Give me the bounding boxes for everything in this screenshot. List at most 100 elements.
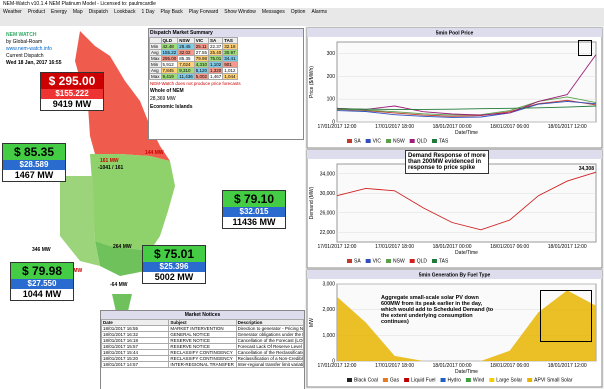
cell: 25.11 (193, 43, 209, 50)
line (336, 100, 597, 118)
cell: 22.37 (207, 43, 224, 50)
x-axis-label: Date/Time (455, 369, 478, 375)
toolbar-item: Play Forward (188, 9, 219, 15)
title-bar: NEM-Watch v10.1.4 NEM Platinum Model - L… (0, 0, 604, 8)
row: 18/01/2017 16:55 MARKET INTERVENTION Direc… (100, 325, 305, 332)
toolbar-item: Weather (3, 9, 22, 15)
legend-label: QLD (417, 139, 428, 145)
area (337, 290, 596, 361)
legend-label: Black Coal (354, 378, 378, 384)
x-tick-label: 18/01/2017 00:00 (433, 244, 472, 250)
cell: INTER-REGIONAL TRANSFER (168, 361, 237, 368)
x-tick-label: 17/01/2017 12:00 (318, 363, 357, 369)
y-tick-label: 30,000 (320, 191, 336, 197)
vic (95, 241, 150, 276)
row: 18/01/2017 16:32 GENERAL NOTICE Generator … (100, 331, 305, 338)
demand: 5002 MW (143, 272, 205, 283)
highlight (578, 40, 592, 56)
tas (112, 294, 132, 312)
cell: 5,120 (193, 67, 209, 74)
cell: Max (149, 73, 162, 80)
price: $ 85.35 (3, 144, 65, 160)
label: Economic Islands (150, 104, 193, 110)
note: NEM-Watch does not produce price forecas… (150, 81, 241, 86)
legend-label: VIC (373, 139, 382, 145)
cell: Generator obligations under the National… (235, 331, 305, 338)
toolbar-item: Map (72, 9, 83, 15)
y-tick-label: 1,000 (322, 333, 335, 339)
legend-label: NSW (393, 139, 405, 145)
legend-label: TAS (439, 139, 449, 145)
row: Avg 155.22 32.02 27.55 25.40 30.97 (149, 49, 238, 56)
legend-label: SA (354, 139, 361, 145)
y-tick-label: 26,000 (320, 210, 336, 216)
cell: 30.97 (222, 49, 238, 56)
toolbar-item: Product (27, 9, 46, 15)
avg-price: $32.015 (223, 207, 285, 217)
toolbar-item: Dispatch (88, 9, 109, 15)
y-tick-label: 34,000 (320, 171, 336, 177)
x-tick-label: 17/01/2017 18:00 (375, 244, 414, 250)
cell: 11,436 (177, 73, 195, 80)
legend-swatch (489, 378, 495, 382)
price-box: $ 79.98 $27.550 1044 MW (10, 262, 74, 301)
y-tick-label: 300 (327, 51, 336, 57)
legend-swatch (527, 378, 533, 382)
toolbar-item: Play Back (160, 9, 183, 15)
line (336, 171, 597, 231)
legend-label: APVI Small Solar (534, 378, 573, 384)
callout: Aggregate small-scale solar PV down 600M… (381, 295, 494, 325)
legend-swatch (404, 378, 410, 382)
cell: 79.98 (193, 55, 209, 62)
legend-swatch (365, 139, 371, 143)
price-box: $ 85.35 $28.589 1467 MW (2, 143, 66, 182)
flow: -64 MW (110, 282, 128, 288)
panel-title-bar (307, 270, 602, 279)
cell: Inter-regional transfer limit variation … (235, 361, 305, 368)
x-tick-label: 18/01/2017 06:00 (490, 244, 529, 250)
cell: 1,467 (207, 73, 224, 80)
legend-label: SA (354, 259, 361, 265)
avg-price: $27.550 (11, 279, 73, 289)
avg-price: $25.396 (143, 262, 205, 272)
url: www.nem-watch.info (6, 46, 52, 52)
y-axis-label: Price ($/MWh) (309, 66, 315, 98)
notices-panel: Market Notices Date Subject Description 18/… (100, 310, 305, 389)
charts: 5min Pool Price 0 100 200 300 Price ($/MWh) 17… (306, 27, 603, 388)
cell: 1,102 (207, 61, 224, 68)
line (336, 99, 597, 117)
price: $ 295.00 (41, 73, 103, 89)
highlight (540, 290, 592, 342)
demand: 9419 MW (41, 99, 103, 110)
row: 18/01/2017 14:57 INTER-REGIONAL TRANSFER I… (100, 361, 305, 368)
y-axis-label: Demand (MW) (309, 186, 315, 219)
toolbar-item: Show Window (224, 9, 256, 15)
legend-swatch (365, 259, 371, 263)
toolbar: Weather Product Energy Map Dispatch Lookback 1… (0, 8, 604, 26)
time: Wed 18 Jan, 2017 16:55 (6, 60, 62, 66)
legend-swatch (409, 139, 415, 143)
cell: 18/01/2017 14:57 (100, 361, 170, 368)
legend-swatch (347, 378, 352, 382)
row: Max 9,419 11,436 5,002 1,467 1,044 (149, 73, 238, 80)
legend-label: Liquid Fuel (411, 378, 435, 384)
toolbar-item: Energy (51, 9, 67, 15)
cell: 75.01 (207, 55, 224, 62)
plot-area (336, 41, 597, 123)
demand: 1467 MW (3, 170, 65, 181)
demand: 11436 MW (223, 217, 285, 228)
flow: 144 MW (145, 150, 164, 156)
legend-swatch (386, 259, 392, 263)
cell: Max (149, 55, 162, 62)
cell: 34.41 (222, 55, 238, 62)
summary-panel: Dispatch Market Summary QLD NSW VIC SA TAS Mi… (148, 28, 304, 140)
legend-label: Large Solar (496, 378, 522, 384)
x-tick-label: 17/01/2017 12:00 (318, 124, 357, 130)
row: 18/01/2017 15:57 RESERVE NOTICE Forecast L… (100, 343, 305, 350)
cell: Direction to generator - Pricing Not Com… (235, 325, 305, 332)
notices-table: Date Subject Description 18/01/2017 16:55 MA… (100, 319, 305, 368)
cell: 9,419 (160, 73, 179, 80)
legend-label: TAS (439, 259, 449, 265)
legend-label: QLD (417, 259, 428, 265)
y-tick-label: 2,000 (322, 307, 335, 313)
